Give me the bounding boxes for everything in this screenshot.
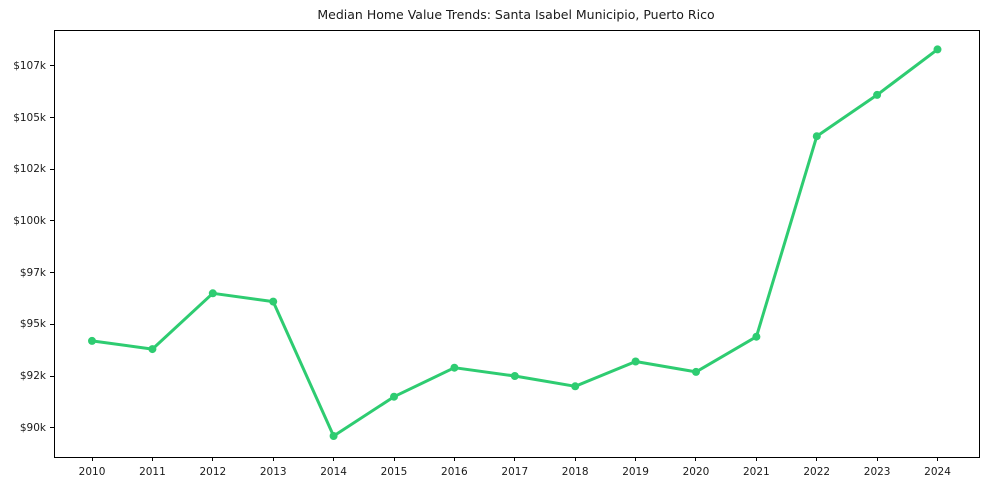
data-point-2017 — [510, 372, 519, 380]
data-point-2015 — [390, 392, 398, 401]
x-tick-label: 2014 — [320, 466, 347, 478]
y-tick-mark — [50, 168, 54, 170]
y-tick-mark — [50, 323, 54, 325]
data-point-2013 — [269, 297, 278, 306]
y-tick-mark — [50, 220, 54, 222]
data-point-2021 — [752, 332, 761, 341]
data-point-2024 — [933, 45, 942, 54]
y-tick-label: $102k — [13, 163, 46, 176]
data-point-2019 — [631, 357, 640, 366]
y-tick-mark — [50, 427, 54, 429]
x-tick-mark — [574, 457, 576, 461]
data-point-2012 — [208, 289, 217, 298]
data-point-2023 — [873, 90, 882, 99]
x-tick-label: 2022 — [803, 466, 831, 478]
x-tick-mark — [514, 457, 516, 461]
x-tick-mark — [393, 457, 395, 461]
x-tick-mark — [212, 457, 214, 461]
x-tick-label: 2023 — [863, 466, 891, 478]
x-tick-label: 2016 — [441, 466, 468, 478]
data-point-2018 — [571, 382, 580, 391]
y-tick-label: $92k — [19, 370, 46, 382]
x-tick-label: 2019 — [622, 466, 649, 478]
x-tick-mark — [151, 457, 153, 461]
line-series-svg — [88, 45, 942, 440]
x-tick-mark — [272, 457, 274, 461]
x-tick-label: 2015 — [380, 466, 408, 478]
x-tick-mark — [91, 457, 93, 461]
x-tick-mark — [816, 457, 818, 461]
x-tick-mark — [755, 457, 757, 461]
y-tick-mark — [50, 65, 54, 67]
data-point-2011 — [148, 345, 157, 354]
x-tick-label: 2010 — [78, 466, 106, 478]
y-tick-label: $95k — [19, 318, 46, 331]
x-tick-label: 2013 — [259, 466, 287, 478]
x-tick-mark — [333, 457, 335, 461]
x-tick-label: 2018 — [561, 466, 589, 478]
x-tick-label: 2012 — [199, 466, 227, 478]
x-tick-mark — [453, 457, 455, 461]
x-tick-label: 2017 — [501, 466, 529, 478]
x-tick-mark — [695, 457, 697, 461]
x-tick-label: 2011 — [139, 466, 166, 478]
y-tick-label: $107k — [13, 59, 46, 72]
y-tick-mark — [50, 375, 54, 377]
data-point-2016 — [450, 363, 459, 372]
x-tick-label: 2021 — [742, 466, 770, 478]
chart-title: Median Home Value Trends: Santa Isabel M… — [317, 7, 715, 22]
x-tick-mark — [876, 457, 878, 461]
data-point-2010 — [88, 336, 96, 345]
x-tick-label: 2024 — [924, 466, 951, 478]
x-tick-mark — [635, 457, 637, 461]
y-tick-label: $97k — [19, 266, 46, 279]
plot-area — [54, 30, 980, 458]
y-tick-label: $100k — [13, 214, 46, 227]
data-point-2022 — [812, 132, 821, 141]
data-point-2014 — [329, 432, 338, 440]
y-tick-label: $105k — [13, 111, 46, 124]
y-tick-mark — [50, 272, 54, 274]
data-point-2020 — [692, 367, 700, 376]
x-tick-mark — [937, 457, 939, 461]
y-tick-label: $90k — [19, 421, 46, 434]
y-tick-mark — [50, 117, 54, 119]
x-tick-label: 2020 — [682, 466, 710, 478]
